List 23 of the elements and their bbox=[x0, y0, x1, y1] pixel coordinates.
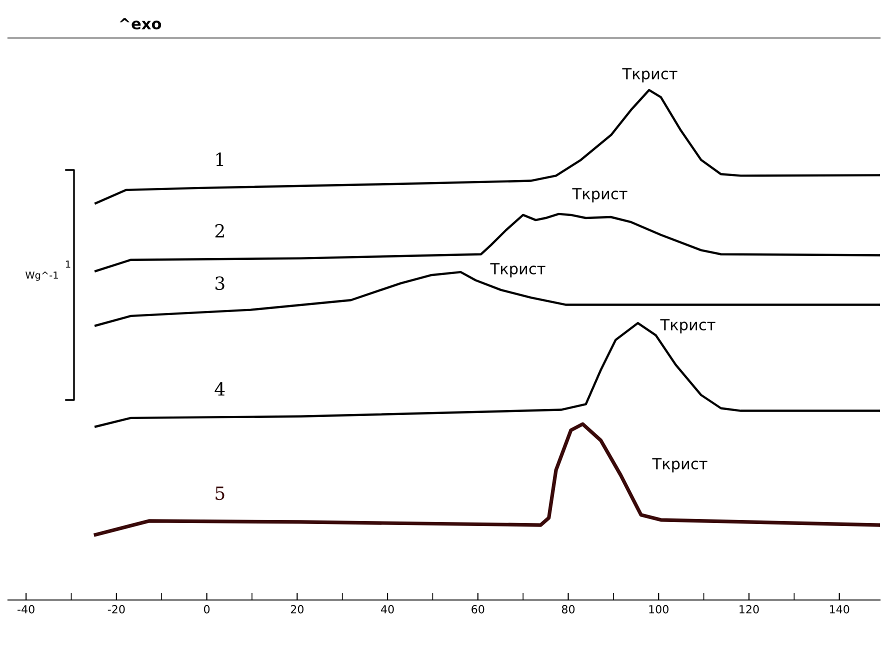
x-tick-label: 0 bbox=[204, 605, 210, 614]
annotation: Ткрист bbox=[652, 458, 708, 472]
text: ^exo bbox=[120, 18, 162, 30]
x-tick-label: 80 bbox=[562, 605, 575, 614]
series-label: 1 bbox=[216, 152, 224, 166]
text: Ткрист bbox=[622, 68, 678, 82]
series-label: 2 bbox=[215, 224, 224, 238]
annotation: Ткрист bbox=[572, 188, 628, 202]
x-tick-label: 40 bbox=[380, 605, 394, 614]
x-tick-label: 20 bbox=[290, 605, 304, 614]
series-label: 4 bbox=[214, 382, 225, 396]
x-tick-label: 60 bbox=[472, 605, 484, 614]
x-tick-label: 100 bbox=[649, 605, 668, 614]
annotation: Ткрист bbox=[660, 319, 716, 334]
annotation: 1 bbox=[66, 260, 70, 268]
series-label: 3 bbox=[216, 276, 224, 290]
x-tick-label: 120 bbox=[740, 605, 759, 614]
annotation: Ткрист bbox=[490, 263, 546, 278]
x-tick-label: -40 bbox=[18, 605, 34, 614]
x-tick-label: -20 bbox=[108, 605, 125, 614]
annotation: Wg^-1 bbox=[26, 272, 58, 281]
series-label: 5 bbox=[216, 486, 224, 500]
x-tick-label: 140 bbox=[830, 605, 850, 614]
